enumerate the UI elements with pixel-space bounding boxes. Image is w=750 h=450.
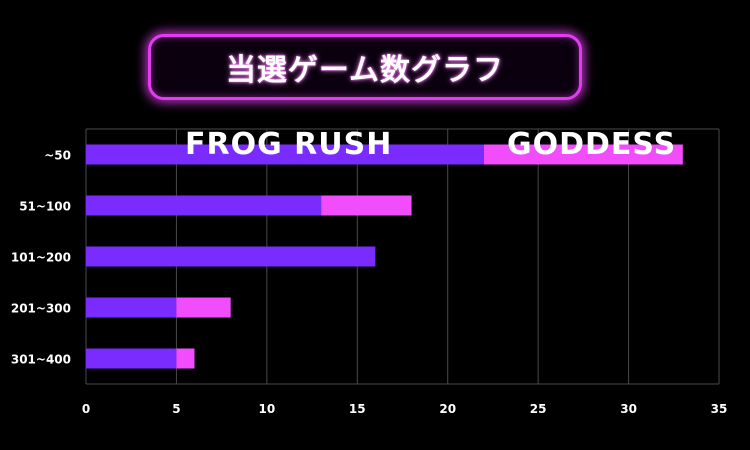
- chart-title-box: 当選ゲーム数グラフ: [148, 34, 582, 100]
- bar-frog-rush: [86, 348, 177, 369]
- legend-goddess: GODDESS: [507, 127, 677, 162]
- x-tick-label: 15: [349, 402, 366, 416]
- legend-frog-rush: FROG RUSH: [185, 127, 393, 162]
- bar-frog-rush: [86, 195, 322, 216]
- y-category-label: 101~200: [11, 251, 71, 265]
- bar-goddess: [483, 144, 683, 165]
- x-tick-label: 10: [259, 402, 276, 416]
- x-tick-label: 30: [620, 402, 637, 416]
- bar-goddess: [176, 297, 231, 318]
- x-tick-label: 35: [711, 402, 728, 416]
- y-category-label: 201~300: [11, 302, 71, 316]
- y-category-label: ~50: [44, 149, 71, 163]
- x-tick-label: 25: [530, 402, 547, 416]
- bar-frog-rush: [86, 297, 177, 318]
- bar-goddess: [321, 195, 412, 216]
- x-tick-label: 5: [172, 402, 180, 416]
- y-category-label: 51~100: [19, 200, 71, 214]
- bar-frog-rush: [86, 144, 484, 165]
- y-category-label: 301~400: [11, 353, 71, 367]
- bar-goddess: [176, 348, 195, 369]
- chart-title: 当選ゲーム数グラフ: [225, 53, 505, 88]
- x-tick-label: 0: [82, 402, 90, 416]
- bar-frog-rush: [86, 246, 376, 267]
- x-tick-label: 20: [439, 402, 456, 416]
